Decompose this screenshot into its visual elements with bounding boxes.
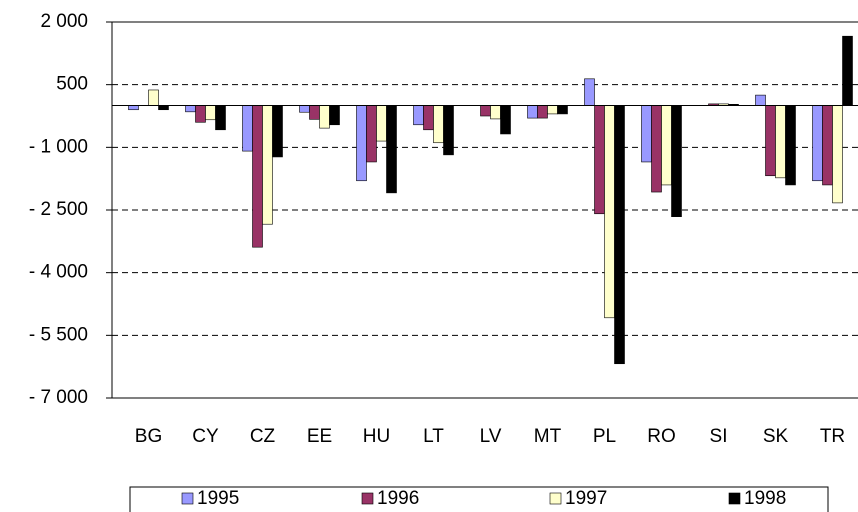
- bar: [329, 105, 340, 126]
- x-tick-label: TR: [820, 426, 845, 447]
- x-tick-label: SI: [710, 426, 728, 447]
- bar: [413, 105, 424, 126]
- bar: [423, 105, 434, 131]
- y-tick-label: 2 000: [40, 11, 88, 32]
- x-tick-label: EE: [307, 426, 332, 447]
- bar: [205, 105, 216, 121]
- legend-label: 1996: [377, 488, 419, 509]
- x-tick-label: SK: [763, 426, 789, 447]
- x-tick-label: BG: [135, 426, 162, 447]
- bar: [812, 105, 823, 182]
- bar: [500, 105, 511, 135]
- x-tick-label: PL: [593, 426, 616, 447]
- legend-swatch: [361, 492, 374, 505]
- y-tick-label: - 1 000: [29, 136, 88, 157]
- bar: [755, 94, 766, 106]
- bar: [614, 105, 625, 365]
- bar: [215, 105, 226, 131]
- bar: [765, 105, 776, 177]
- bar: [785, 105, 796, 186]
- bar: [433, 105, 444, 144]
- legend-swatch: [181, 492, 194, 505]
- y-tick-label: - 2 500: [29, 199, 88, 220]
- x-tick-label: RO: [647, 426, 676, 447]
- bar: [832, 105, 843, 204]
- legend-box: [129, 486, 829, 512]
- bar: [376, 105, 387, 142]
- bar: [490, 105, 501, 120]
- bar: [661, 105, 672, 186]
- bar: [557, 105, 568, 115]
- bar: [319, 105, 330, 129]
- bar: [386, 105, 397, 194]
- legend-label: 1995: [197, 488, 239, 509]
- bar: [128, 105, 139, 111]
- bar: [842, 35, 853, 106]
- bar: [527, 105, 538, 119]
- y-tick-label: - 5 500: [29, 324, 88, 345]
- legend-label: 1998: [744, 488, 786, 509]
- y-tick-label: - 4 000: [29, 262, 88, 283]
- bar: [775, 105, 786, 179]
- x-tick-label: MT: [534, 426, 562, 447]
- x-tick-label: LV: [480, 426, 502, 447]
- bar: [594, 105, 605, 215]
- legend-swatch: [549, 492, 562, 505]
- bar: [148, 89, 159, 106]
- x-tick-label: HU: [363, 426, 390, 447]
- bar: [262, 105, 273, 225]
- legend-label: 1997: [565, 488, 607, 509]
- bar: [443, 105, 454, 156]
- bar: [547, 105, 558, 115]
- bar: [242, 105, 253, 152]
- bar: [299, 105, 310, 113]
- bar: [822, 105, 833, 186]
- bar: [309, 105, 320, 120]
- bar: [356, 105, 367, 182]
- bar: [641, 105, 652, 163]
- bar: [195, 105, 206, 123]
- y-tick-label: 500: [56, 74, 88, 95]
- bar: [252, 105, 263, 248]
- legend-swatch: [728, 492, 741, 505]
- bar: [604, 105, 615, 319]
- bar: [480, 105, 491, 117]
- bar: [272, 105, 283, 158]
- bar: [537, 105, 548, 119]
- x-tick-label: CY: [192, 426, 219, 447]
- bar: [158, 105, 169, 111]
- bar: [584, 78, 595, 106]
- x-tick-label: LT: [423, 426, 444, 447]
- bar: [671, 105, 682, 217]
- x-tick-label: CZ: [250, 426, 276, 447]
- bar: [366, 105, 377, 163]
- bar: [185, 105, 196, 113]
- y-tick-label: - 7 000: [29, 387, 88, 408]
- bar: [651, 105, 662, 193]
